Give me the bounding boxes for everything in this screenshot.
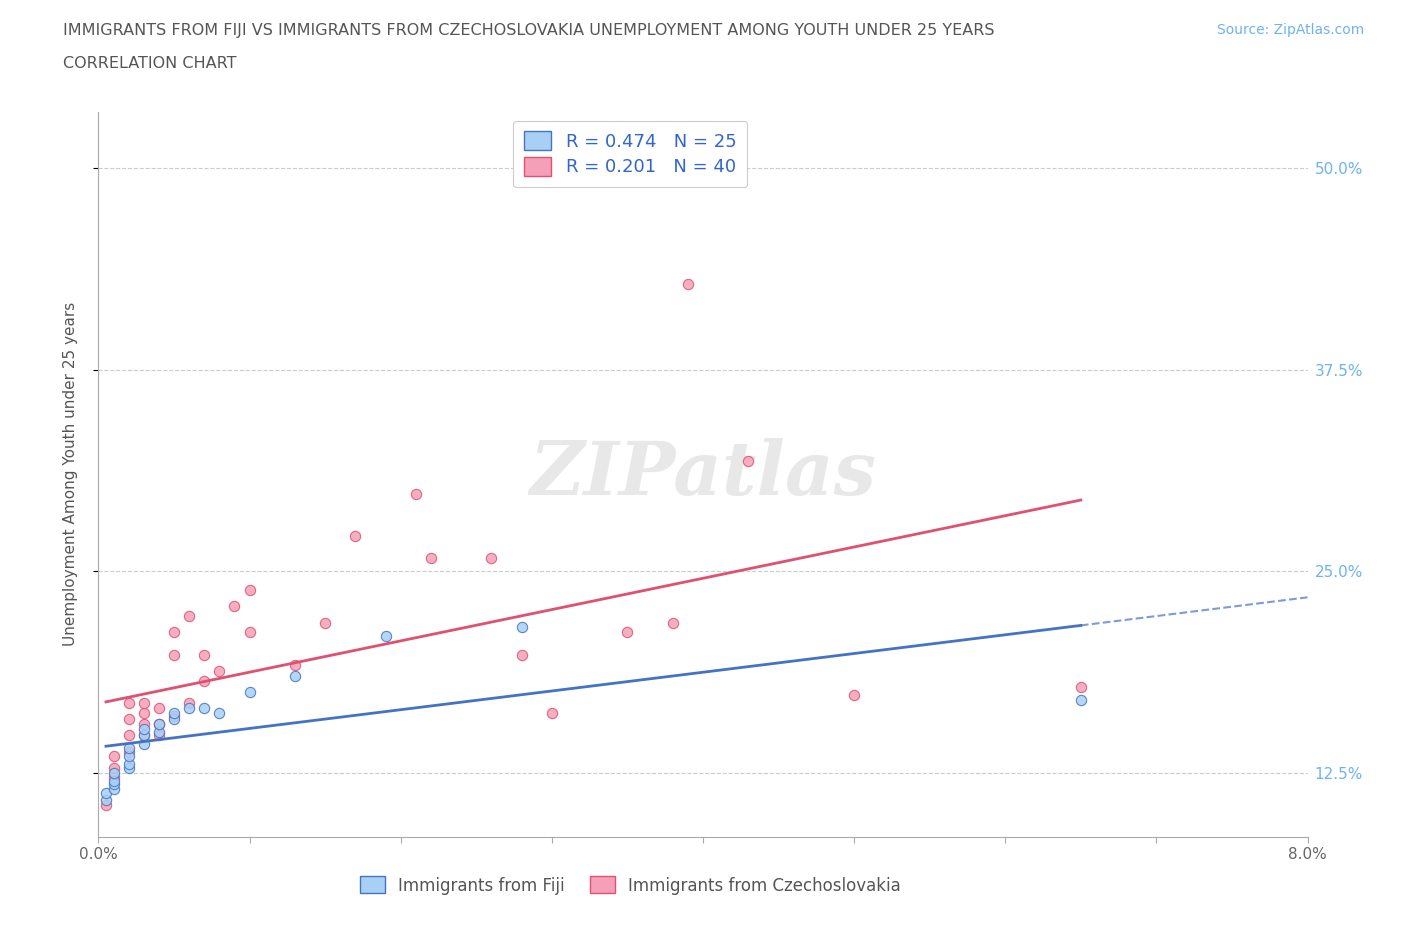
Point — [540, 706, 562, 721]
Point — [284, 669, 307, 684]
Point — [132, 736, 155, 751]
Point — [148, 724, 170, 739]
Point — [94, 797, 117, 812]
Text: Source: ZipAtlas.com: Source: ZipAtlas.com — [1216, 23, 1364, 37]
Point — [844, 687, 866, 702]
Point — [132, 722, 155, 737]
Point — [148, 728, 170, 743]
Point — [103, 777, 125, 791]
Point — [208, 663, 231, 678]
Point — [118, 711, 141, 726]
Point — [481, 551, 503, 565]
Point — [239, 625, 262, 640]
Point — [420, 551, 443, 565]
Point — [208, 706, 231, 721]
Point — [510, 647, 533, 662]
Point — [737, 454, 759, 469]
Text: IMMIGRANTS FROM FIJI VS IMMIGRANTS FROM CZECHOSLOVAKIA UNEMPLOYMENT AMONG YOUTH : IMMIGRANTS FROM FIJI VS IMMIGRANTS FROM … — [63, 23, 995, 38]
Point — [118, 741, 141, 756]
Point — [148, 700, 170, 715]
Point — [179, 700, 201, 715]
Point — [94, 792, 117, 807]
Point — [193, 673, 215, 688]
Point — [239, 583, 262, 598]
Point — [132, 728, 155, 743]
Point — [163, 706, 186, 721]
Point — [148, 717, 170, 732]
Text: ZIPatlas: ZIPatlas — [530, 438, 876, 511]
Point — [103, 760, 125, 775]
Point — [132, 706, 155, 721]
Point — [103, 770, 125, 785]
Point — [103, 781, 125, 796]
Point — [510, 620, 533, 635]
Point — [1070, 680, 1092, 695]
Point — [374, 628, 396, 643]
Point — [132, 696, 155, 711]
Point — [193, 647, 215, 662]
Point — [118, 696, 141, 711]
Point — [103, 773, 125, 788]
Point — [118, 744, 141, 759]
Point — [1070, 693, 1092, 708]
Point — [405, 486, 427, 501]
Point — [163, 709, 186, 724]
Point — [616, 625, 638, 640]
Point — [103, 765, 125, 780]
Point — [103, 749, 125, 764]
Point — [118, 749, 141, 764]
Point — [676, 276, 699, 291]
Point — [163, 711, 186, 726]
Point — [179, 609, 201, 624]
Y-axis label: Unemployment Among Youth under 25 years: Unemployment Among Youth under 25 years — [63, 302, 77, 646]
Point — [344, 528, 367, 543]
Point — [314, 615, 336, 630]
Point — [118, 728, 141, 743]
Point — [132, 717, 155, 732]
Point — [118, 760, 141, 775]
Point — [148, 717, 170, 732]
Point — [132, 728, 155, 743]
Point — [239, 684, 262, 699]
Point — [118, 757, 141, 772]
Point — [661, 615, 683, 630]
Point — [163, 625, 186, 640]
Point — [179, 696, 201, 711]
Text: CORRELATION CHART: CORRELATION CHART — [63, 56, 236, 71]
Point — [94, 786, 117, 801]
Point — [224, 599, 246, 614]
Point — [163, 647, 186, 662]
Legend: Immigrants from Fiji, Immigrants from Czechoslovakia: Immigrants from Fiji, Immigrants from Cz… — [353, 870, 908, 901]
Point — [284, 658, 307, 672]
Point — [193, 700, 215, 715]
